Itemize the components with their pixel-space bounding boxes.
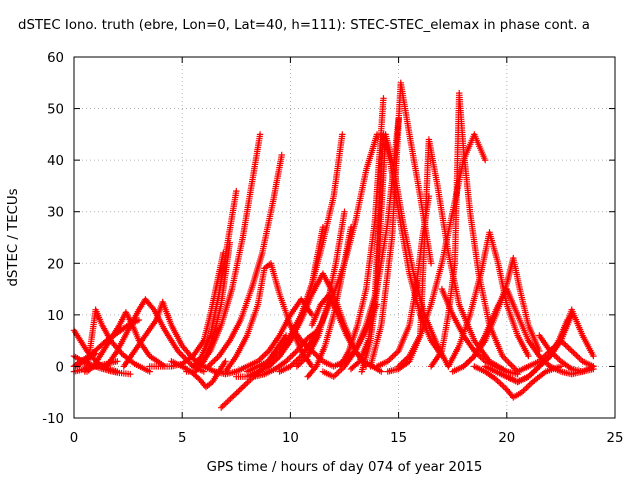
data-arc (460, 285, 554, 370)
data-markers (70, 79, 597, 411)
y-tick-label: 30 (47, 206, 64, 221)
data-arc (546, 363, 597, 378)
data-arc (205, 151, 285, 370)
data-arc (222, 260, 316, 375)
data-arc (337, 95, 387, 370)
y-tick-label: 50 (47, 103, 64, 118)
data-arc (189, 187, 240, 370)
data-arc (438, 285, 521, 378)
x-tick-label: 10 (282, 431, 299, 446)
y-tick-label: 60 (47, 51, 64, 66)
y-tick-label: 20 (47, 257, 64, 272)
plot-frame (73, 56, 616, 419)
data-arc (304, 224, 355, 380)
axis-ticks: 0 5 10 15 20 25 -10 0 10 20 30 40 50 60 (42, 51, 623, 446)
y-tick-label: 40 (47, 154, 64, 169)
data-arc (293, 208, 348, 370)
x-tick-label: 5 (178, 431, 186, 446)
y-tick-label: 10 (47, 309, 64, 324)
chart-title: dSTEC Iono. truth (ebre, Lon=0, Lat=40, … (18, 18, 590, 33)
x-tick-label: 0 (70, 431, 78, 446)
y-axis-label: dSTEC / TECUs (6, 188, 21, 286)
x-tick-label: 25 (607, 431, 624, 446)
y-tick-label: 0 (56, 360, 64, 375)
data-arc (103, 296, 207, 375)
data-arc (83, 309, 169, 375)
y-tick-label: -10 (42, 412, 64, 427)
data-arc (196, 131, 264, 370)
data-arc (445, 229, 532, 370)
x-tick-label: 15 (390, 431, 407, 446)
x-tick-label: 20 (498, 431, 515, 446)
x-axis-label: GPS time / hours of day 074 of year 2015 (207, 460, 483, 475)
